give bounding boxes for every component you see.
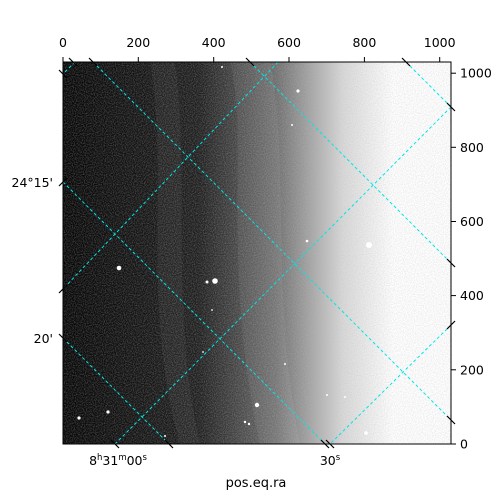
right-tick-label: 800 <box>460 140 484 155</box>
top-tick-label: 200 <box>126 35 150 50</box>
top-axis-ticks <box>62 57 441 62</box>
right-tick-label: 1000 <box>460 66 492 81</box>
top-tick-label: 800 <box>352 35 376 50</box>
wcs-grid <box>63 62 451 444</box>
right-tick-label: 400 <box>460 288 484 303</box>
right-tick-label: 0 <box>460 437 468 452</box>
top-tick-label: 0 <box>59 35 67 50</box>
bottom-axis: 8h31m00s 30s pos.eq.ra <box>89 453 341 491</box>
right-tick-label: 600 <box>460 214 484 229</box>
top-axis: 0 200 400 600 800 1000 <box>59 35 456 62</box>
plot-frame <box>62 61 452 445</box>
left-tick-label-dec-1: 24°15' <box>12 175 54 190</box>
left-axis: 24°15' 20' <box>12 175 54 346</box>
right-axis-ticks <box>451 72 456 445</box>
top-tick-label: 600 <box>277 35 301 50</box>
edge-ticks <box>58 57 456 449</box>
top-tick-label: 1000 <box>424 35 456 50</box>
sky-image <box>63 62 451 444</box>
stars <box>77 66 372 437</box>
bottom-tick-label-ra-2: 30s <box>320 453 341 468</box>
right-axis: 0 200 400 600 800 1000 <box>451 66 492 452</box>
bottom-axis-title: pos.eq.ra <box>226 476 287 491</box>
right-tick-label: 200 <box>460 362 484 377</box>
top-tick-label: 400 <box>202 35 226 50</box>
bottom-tick-label-ra-1: 8h31m00s <box>89 453 147 468</box>
left-tick-label-dec-2: 20' <box>34 331 53 346</box>
